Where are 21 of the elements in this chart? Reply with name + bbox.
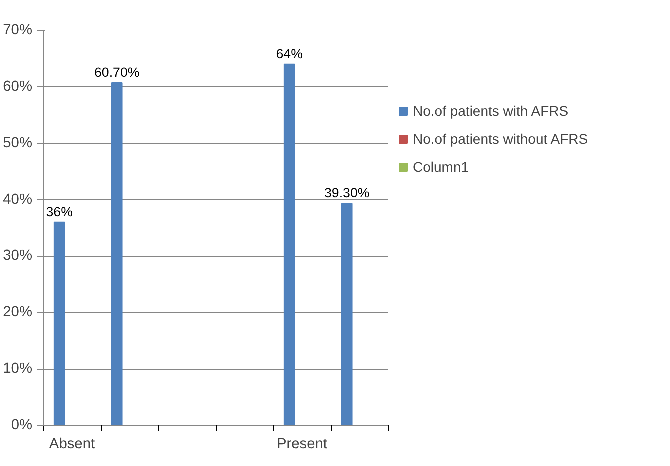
y-tick-label: 70% [3, 22, 33, 38]
y-tick-label: 30% [3, 248, 33, 264]
y-tick-label: 10% [3, 361, 33, 378]
legend-label: No.of patients without AFRS [413, 131, 588, 147]
data-label: 36% [46, 204, 74, 220]
data-label: 60.70% [94, 64, 140, 80]
y-tick-label: 40% [3, 192, 33, 208]
legend-label: Column1 [413, 159, 470, 175]
y-tick-label: 20% [3, 304, 33, 321]
x-tick-label: Present [276, 436, 328, 452]
y-tick-label: 0% [11, 418, 33, 434]
x-tick-label: Absent [49, 436, 96, 452]
bar [341, 203, 353, 426]
bar [111, 82, 123, 426]
bar [284, 64, 296, 426]
legend-label: No.of patients with AFRS [413, 103, 569, 119]
bar [54, 222, 66, 426]
y-tick-label: 50% [3, 135, 33, 152]
data-label: 39.30% [324, 186, 370, 201]
data-label: 64% [276, 46, 304, 62]
y-tick-label: 60% [3, 78, 33, 95]
